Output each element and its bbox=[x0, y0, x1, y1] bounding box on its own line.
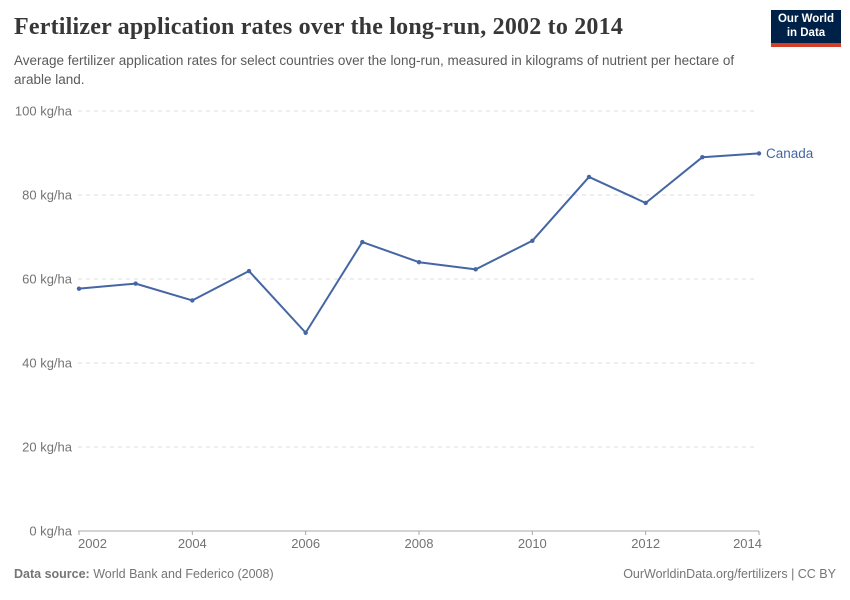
data-source-value: World Bank and Federico (2008) bbox=[89, 567, 274, 581]
canada-point-2014[interactable] bbox=[756, 151, 762, 156]
canada-point-2005[interactable] bbox=[246, 268, 252, 274]
canada-point-2003[interactable] bbox=[133, 281, 138, 286]
x-tick-label-2002: 2002 bbox=[78, 536, 107, 551]
x-tick-label-2012: 2012 bbox=[631, 536, 660, 551]
chart-title: Fertilizer application rates over the lo… bbox=[14, 14, 624, 40]
y-tick-label-0: 0 kg/ha bbox=[29, 524, 72, 539]
x-tick-label-2006: 2006 bbox=[291, 536, 320, 551]
y-tick-label-20: 20 kg/ha bbox=[22, 440, 73, 455]
x-tick-label-2008: 2008 bbox=[405, 536, 434, 551]
data-source-note: Data source: World Bank and Federico (20… bbox=[14, 567, 274, 581]
data-source-label: Data source: bbox=[14, 567, 90, 581]
y-tick-label-40: 40 kg/ha bbox=[22, 356, 73, 371]
y-tick-label-60: 60 kg/ha bbox=[22, 272, 73, 287]
x-tick-label-2004: 2004 bbox=[178, 536, 207, 551]
canada-point-2013[interactable] bbox=[700, 155, 705, 160]
chart-footer: Data source: World Bank and Federico (20… bbox=[14, 567, 836, 581]
x-tick-label-2010: 2010 bbox=[518, 536, 547, 551]
owid-logo-line2: in Data bbox=[786, 26, 826, 39]
canada-point-2008[interactable] bbox=[416, 260, 422, 265]
x-tick-label-2014: 2014 bbox=[733, 536, 762, 551]
canada-point-2002[interactable] bbox=[76, 286, 82, 291]
canada-point-2007[interactable] bbox=[360, 239, 365, 245]
owid-logo-line1: Our World bbox=[777, 12, 834, 25]
owid-logo[interactable]: Our World in Data bbox=[771, 10, 841, 47]
canada-point-2012[interactable] bbox=[643, 200, 648, 206]
chart-subtitle: Average fertilizer application rates for… bbox=[14, 53, 735, 87]
canada-series-label[interactable]: Canada bbox=[766, 146, 814, 161]
canada-point-2010[interactable] bbox=[530, 238, 535, 243]
canada-point-2011[interactable] bbox=[586, 174, 592, 180]
canada-point-2009[interactable] bbox=[473, 267, 478, 272]
canada-point-2006[interactable] bbox=[303, 330, 308, 335]
credit-link[interactable]: OurWorldinData.org/fertilizers | CC BY bbox=[623, 567, 836, 581]
canada-point-2004[interactable] bbox=[190, 298, 195, 303]
y-tick-label-100: 100 kg/ha bbox=[15, 104, 73, 119]
y-tick-label-80: 80 kg/ha bbox=[22, 188, 73, 203]
canada-series-line[interactable] bbox=[78, 152, 760, 334]
line-chart[interactable]: 0 kg/ha 20 kg/ha 40 kg/ha 60 kg/ha 80 kg/ha 1… bbox=[0, 95, 850, 560]
